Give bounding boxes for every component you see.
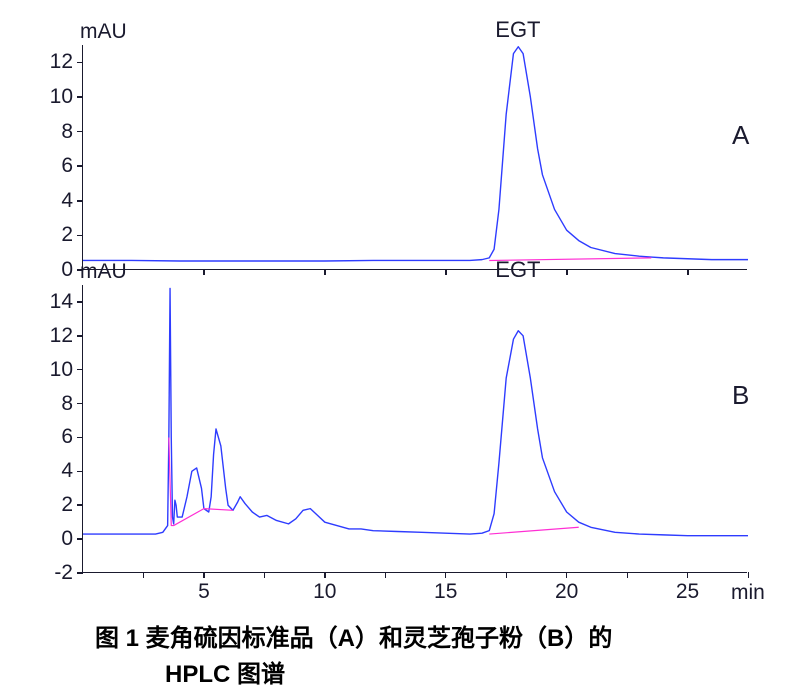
panel-label-a: A [732,120,749,151]
y-tick-label: 2 [61,493,73,517]
y-tick-label: 6 [61,154,73,178]
hplc-figure: 024681012 mAU EGT A -2024681012145101520… [0,0,805,689]
peak-label-b: EGT [495,257,540,283]
x-tick-label: 25 [676,580,699,604]
y-tick-label: -2 [54,561,73,585]
y-tick-label: 2 [61,223,73,247]
y-tick-label: 8 [61,120,73,144]
x-tick-label: 15 [434,580,457,604]
figure-caption-line1: 图 1 麦角硫因标准品（A）和灵芝孢子粉（B）的 [95,618,612,653]
x-tick-label: 10 [313,580,336,604]
panel-label-b: B [732,380,749,411]
x-tick-label: 20 [555,580,578,604]
x-axis-unit-b: min [731,581,765,605]
y-axis-unit-b: mAU [80,260,127,284]
y-tick-label: 4 [61,459,73,483]
y-tick-label: 0 [61,258,73,282]
y-axis-unit-a: mAU [80,20,127,44]
y-tick-label: 10 [50,85,73,109]
chromatogram-a [83,45,748,270]
series-baseline1 [169,437,233,525]
y-tick-label: 6 [61,425,73,449]
y-tick-label: 0 [61,527,73,551]
chromatogram-b [83,285,748,573]
plot-area-b: -202468101214510152025 [82,285,747,573]
y-tick-label: 14 [50,290,73,314]
peak-label-a: EGT [495,17,540,43]
x-tick-label: 5 [198,580,210,604]
series-trace [83,288,748,535]
y-tick-label: 10 [50,358,73,382]
series-trace [83,47,748,261]
y-tick-label: 8 [61,392,73,416]
y-tick-label: 12 [50,324,73,348]
series-baseline2 [489,527,578,534]
y-tick-label: 12 [50,50,73,74]
figure-caption-line2: HPLC 图谱 [165,654,285,689]
plot-area-a: 024681012 [82,45,747,270]
y-tick-label: 4 [61,189,73,213]
